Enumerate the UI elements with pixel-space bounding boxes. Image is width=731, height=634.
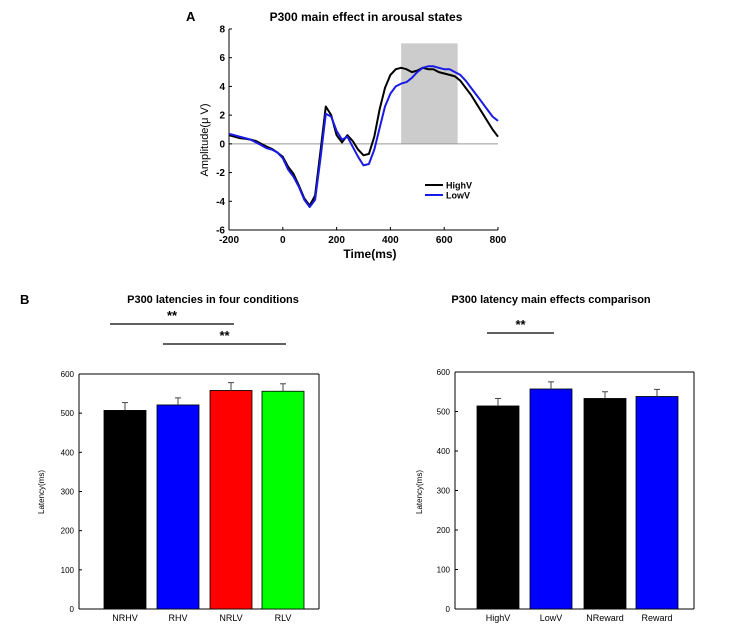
bar-lowv (529, 388, 573, 610)
x-tick-label: RLV (275, 613, 292, 623)
y-tick-label: 400 (437, 447, 451, 456)
x-tick-label: 600 (436, 235, 453, 246)
y-tick-label: 4 (219, 82, 225, 93)
y-tick-label: -6 (216, 226, 225, 237)
x-tick-label: 400 (382, 235, 399, 246)
bar-chart-2-title: P300 latency main effects comparison (451, 294, 651, 306)
line-chart-ylabel: Amplitude(μ V) (199, 104, 211, 177)
significance-label: ** (167, 308, 178, 323)
y-tick-label: 600 (61, 370, 75, 379)
x-tick-label: NRLV (219, 613, 242, 623)
significance-label: ** (515, 317, 526, 332)
y-tick-label: 100 (437, 566, 451, 575)
y-tick-label: -4 (216, 197, 225, 208)
y-tick-label: -2 (216, 168, 225, 179)
bar-reward (635, 396, 679, 610)
x-tick-label: HighV (486, 613, 511, 623)
bar-chart-2-ylabel: Latency(ms) (415, 470, 424, 514)
panel-label-a: A (186, 9, 196, 24)
x-tick-label: NReward (586, 613, 624, 623)
y-tick-label: 600 (437, 368, 451, 377)
y-tick-label: 0 (446, 605, 451, 614)
y-tick-label: 400 (61, 448, 75, 457)
y-tick-label: 300 (61, 488, 75, 497)
y-tick-label: 0 (70, 605, 75, 614)
x-tick-label: 0 (280, 235, 286, 246)
bar-chart-1-title: P300 latencies in four conditions (127, 294, 299, 306)
x-tick-label: LowV (540, 613, 563, 623)
bar-chart-main-effects: P300 latency main effects comparison Lat… (415, 294, 695, 623)
x-tick-label: 200 (328, 235, 345, 246)
series-line-lowv (228, 65, 499, 208)
line-chart-arousal: P300 main effect in arousal states Time(… (199, 10, 507, 261)
line-chart-title: P300 main effect in arousal states (270, 10, 463, 24)
bar-nrhv (103, 410, 147, 610)
x-tick-label: 800 (490, 235, 507, 246)
panel-label-b: B (20, 292, 29, 307)
y-tick-label: 300 (437, 487, 451, 496)
y-tick-label: 0 (219, 139, 225, 150)
bar-nreward (583, 398, 627, 610)
y-tick-label: 2 (219, 111, 225, 122)
x-tick-label: RHV (168, 613, 187, 623)
bar-highv (476, 405, 520, 610)
bar-chart-four-conditions: P300 latencies in four conditions Latenc… (37, 294, 320, 623)
legend-label-highv: HighV (446, 181, 472, 191)
legend-label-lowv: LowV (446, 191, 470, 201)
y-tick-label: 200 (437, 526, 451, 535)
y-tick-label: 100 (61, 566, 75, 575)
bar-chart-1-ylabel: Latency(ms) (37, 470, 46, 514)
y-tick-label: 6 (219, 53, 225, 64)
y-tick-label: 8 (219, 25, 225, 36)
shaded-time-window (401, 43, 458, 144)
y-tick-label: 500 (437, 408, 451, 417)
x-tick-label: -200 (219, 235, 239, 246)
x-tick-label: NRHV (112, 613, 138, 623)
y-tick-label: 500 (61, 409, 75, 418)
x-tick-label: Reward (641, 613, 672, 623)
bar-rlv (261, 390, 305, 610)
bar-rhv (156, 404, 200, 610)
y-tick-label: 200 (61, 527, 75, 536)
significance-label: ** (219, 328, 230, 343)
bar-nrlv (209, 390, 253, 610)
line-chart-xlabel: Time(ms) (343, 247, 396, 261)
